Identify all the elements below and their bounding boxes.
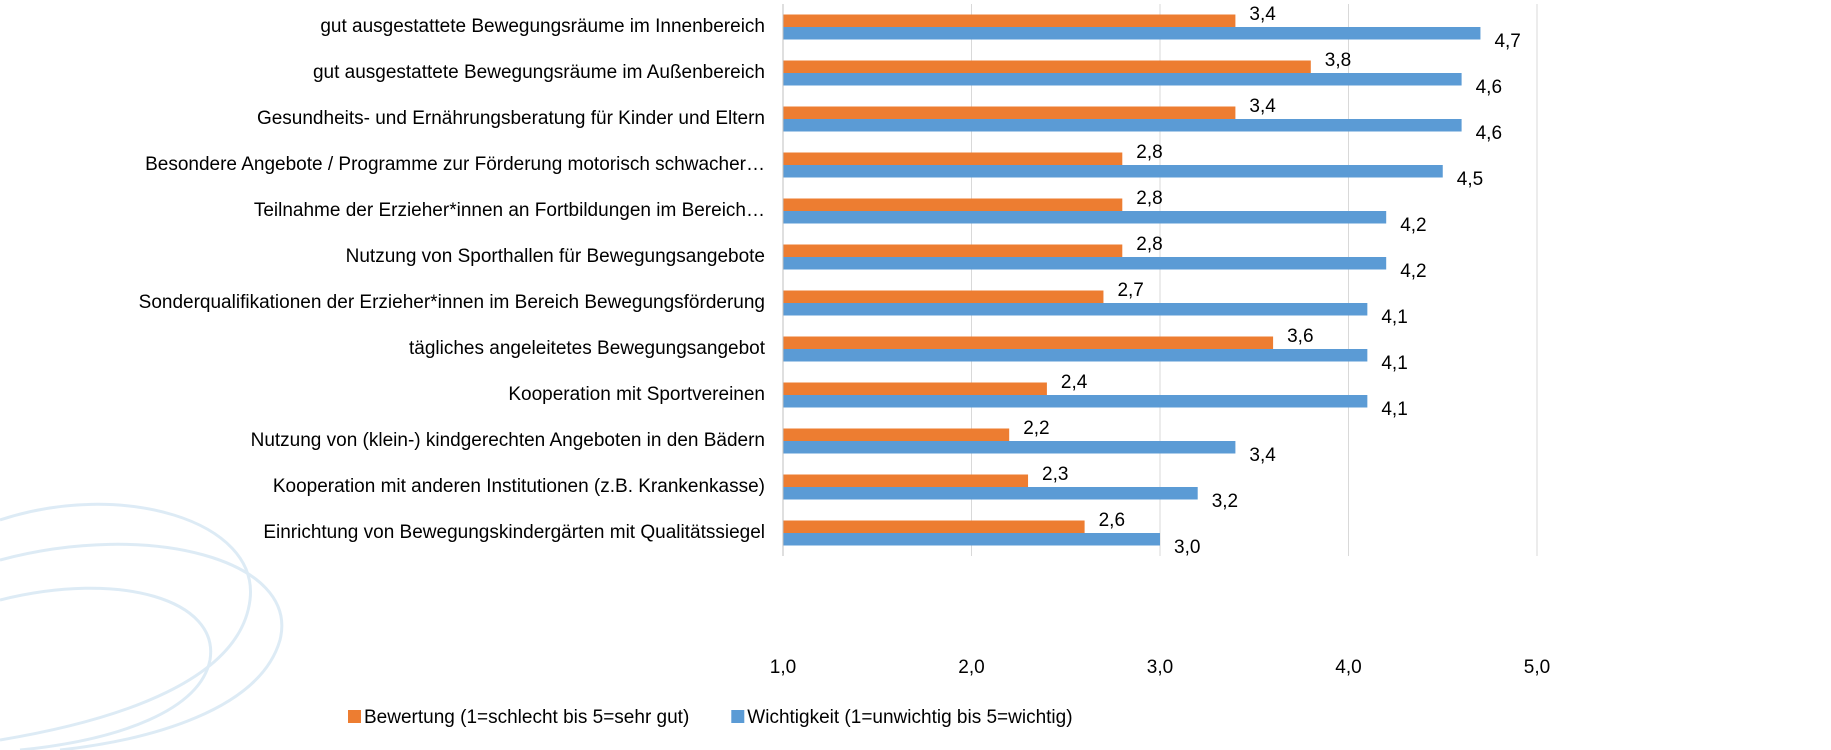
bar bbox=[783, 257, 1386, 270]
value-label: 2,8 bbox=[1136, 234, 1162, 255]
value-label: 4,7 bbox=[1494, 31, 1520, 52]
background-swoosh bbox=[0, 504, 282, 750]
bar bbox=[783, 487, 1198, 500]
value-label: 3,4 bbox=[1249, 445, 1276, 466]
bar bbox=[783, 349, 1367, 362]
x-tick-label: 2,0 bbox=[958, 657, 984, 678]
value-label: 2,4 bbox=[1061, 372, 1088, 393]
legend-label: Wichtigkeit (1=unwichtig bis 5=wichtig) bbox=[747, 707, 1072, 728]
value-label: 4,6 bbox=[1476, 123, 1502, 144]
value-label: 4,2 bbox=[1400, 215, 1426, 236]
bar bbox=[783, 291, 1103, 304]
value-label: 2,2 bbox=[1023, 418, 1049, 439]
value-label: 4,1 bbox=[1381, 353, 1407, 374]
value-label: 3,2 bbox=[1212, 491, 1238, 512]
y-tick-label: Gesundheits- und Ernährungsberatung für … bbox=[257, 108, 765, 129]
bar bbox=[783, 153, 1122, 166]
value-label: 4,5 bbox=[1457, 169, 1483, 190]
bar bbox=[783, 395, 1367, 408]
value-label: 4,6 bbox=[1476, 77, 1502, 98]
legend-label: Bewertung (1=schlecht bis 5=sehr gut) bbox=[364, 707, 689, 728]
bar bbox=[783, 211, 1386, 224]
y-tick-label: gut ausgestattete Bewegungsräume im Auße… bbox=[313, 62, 765, 83]
value-label: 4,1 bbox=[1381, 307, 1407, 328]
legend-swatch bbox=[348, 710, 361, 723]
value-label: 2,7 bbox=[1117, 280, 1143, 301]
bar bbox=[783, 107, 1235, 120]
bar bbox=[783, 73, 1462, 86]
value-label: 3,0 bbox=[1174, 537, 1200, 558]
y-tick-label: Einrichtung von Bewegungskindergärten mi… bbox=[263, 522, 765, 543]
value-label: 3,8 bbox=[1325, 50, 1351, 71]
bar bbox=[783, 429, 1009, 442]
chart: 1,0 2,0 3,0 4,0 5,0 gut ausgestattete Bewegun… bbox=[0, 0, 1831, 750]
bar bbox=[783, 245, 1122, 258]
value-label: 2,8 bbox=[1136, 188, 1162, 209]
bar bbox=[783, 475, 1028, 488]
y-tick-label: Besondere Angebote / Programme zur Förde… bbox=[145, 154, 765, 175]
bar bbox=[783, 533, 1160, 546]
y-tick-label: gut ausgestattete Bewegungsräume im Inne… bbox=[320, 16, 765, 37]
y-tick-label: Sonderqualifikationen der Erzieher*innen… bbox=[139, 292, 765, 313]
value-label: 4,1 bbox=[1381, 399, 1407, 420]
x-tick-label: 3,0 bbox=[1147, 657, 1173, 678]
value-label: 3,6 bbox=[1287, 326, 1313, 347]
legend-swatch bbox=[731, 710, 744, 723]
value-label: 2,8 bbox=[1136, 142, 1162, 163]
y-tick-label: Kooperation mit anderen Institutionen (z… bbox=[273, 476, 765, 497]
y-tick-label: Kooperation mit Sportvereinen bbox=[508, 384, 765, 405]
value-label: 2,3 bbox=[1042, 464, 1068, 485]
y-tick-label: tägliches angeleitetes Bewegungsangebot bbox=[409, 338, 766, 359]
x-tick-label: 4,0 bbox=[1335, 657, 1361, 678]
y-tick-label: Nutzung von Sporthallen für Bewegungsang… bbox=[346, 246, 765, 267]
bar bbox=[783, 337, 1273, 350]
y-tick-label: Teilnahme der Erzieher*innen an Fortbild… bbox=[254, 200, 765, 221]
bar bbox=[783, 521, 1085, 534]
value-label: 3,4 bbox=[1249, 4, 1276, 25]
bar bbox=[783, 441, 1235, 454]
bar bbox=[783, 165, 1443, 178]
x-tick-label: 5,0 bbox=[1524, 657, 1550, 678]
y-tick-label: Nutzung von (klein-) kindgerechten Angeb… bbox=[251, 430, 765, 451]
bar bbox=[783, 383, 1047, 396]
bar bbox=[783, 199, 1122, 212]
bar bbox=[783, 303, 1367, 316]
bar bbox=[783, 15, 1235, 28]
value-label: 2,6 bbox=[1099, 510, 1125, 531]
value-label: 3,4 bbox=[1249, 96, 1276, 117]
bar bbox=[783, 119, 1462, 132]
bar bbox=[783, 27, 1480, 40]
x-tick-label: 1,0 bbox=[770, 657, 796, 678]
bar bbox=[783, 61, 1311, 74]
value-label: 4,2 bbox=[1400, 261, 1426, 282]
